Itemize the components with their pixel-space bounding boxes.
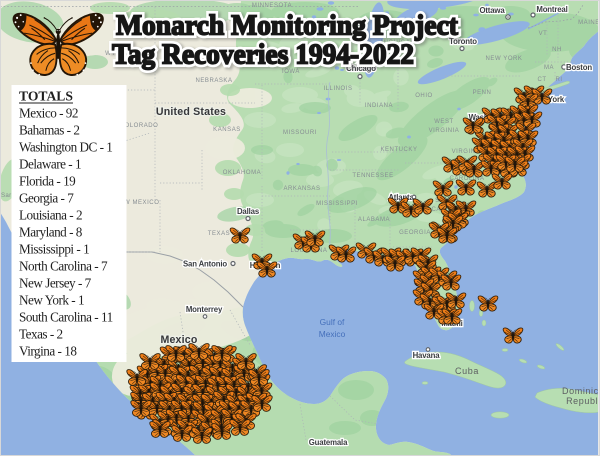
svg-text:Boston: Boston bbox=[566, 63, 592, 72]
svg-text:TOTALS: TOTALS bbox=[19, 89, 73, 104]
svg-text:Bahamas - 2: Bahamas - 2 bbox=[19, 122, 79, 137]
svg-text:Monarch Monitoring Project: Monarch Monitoring Project bbox=[118, 11, 460, 43]
svg-text:MINNESOTA: MINNESOTA bbox=[252, 3, 292, 9]
svg-text:Mexico - 92: Mexico - 92 bbox=[19, 105, 78, 120]
svg-text:KENTUCKY: KENTUCKY bbox=[380, 147, 417, 153]
svg-text:New York - 1: New York - 1 bbox=[19, 292, 84, 307]
svg-text:INDIANA: INDIANA bbox=[365, 103, 393, 109]
svg-text:TEXAS: TEXAS bbox=[208, 231, 230, 237]
svg-text:Monterrey: Monterrey bbox=[186, 305, 223, 314]
svg-text:Montreal: Montreal bbox=[536, 5, 567, 14]
svg-text:WEST: WEST bbox=[434, 119, 454, 125]
svg-text:Republic: Republic bbox=[566, 396, 600, 406]
svg-text:Ottawa: Ottawa bbox=[479, 6, 505, 15]
svg-text:Gulf of: Gulf of bbox=[320, 317, 345, 327]
svg-text:VIRGINIA: VIRGINIA bbox=[452, 149, 483, 155]
svg-text:Georgia - 7: Georgia - 7 bbox=[19, 190, 74, 205]
svg-text:York: York bbox=[548, 95, 565, 104]
svg-text:ILLINOIS: ILLINOIS bbox=[323, 86, 352, 92]
svg-text:North Carolina - 7: North Carolina - 7 bbox=[19, 258, 108, 273]
svg-text:CT: CT bbox=[537, 77, 546, 83]
svg-text:MISSISSIPPI: MISSISSIPPI bbox=[316, 201, 358, 207]
svg-text:COLORADO: COLORADO bbox=[120, 123, 159, 129]
svg-text:OHIO: OHIO bbox=[415, 93, 433, 99]
svg-text:MA: MA bbox=[544, 65, 554, 71]
svg-text:GEORGIA: GEORGIA bbox=[399, 230, 431, 236]
svg-text:Tag Recoveries 1994-2022: Tag Recoveries 1994-2022 bbox=[112, 39, 414, 71]
svg-text:Louisiana - 2: Louisiana - 2 bbox=[19, 207, 82, 222]
svg-text:Delaware - 1: Delaware - 1 bbox=[19, 156, 81, 171]
svg-text:NEW YORK: NEW YORK bbox=[486, 56, 523, 62]
svg-text:WYOMING: WYOMING bbox=[105, 51, 139, 57]
svg-text:MAINE: MAINE bbox=[578, 20, 600, 26]
svg-text:MICHIGAN: MICHIGAN bbox=[381, 40, 415, 46]
svg-text:Toronto: Toronto bbox=[449, 37, 477, 46]
svg-text:MISSOURI: MISSOURI bbox=[283, 130, 317, 136]
svg-text:Monarch Monitoring Project: Monarch Monitoring Project bbox=[116, 10, 458, 42]
svg-text:Dallas: Dallas bbox=[237, 207, 260, 216]
svg-text:ALABAMA: ALABAMA bbox=[358, 217, 390, 223]
svg-text:RI: RI bbox=[555, 77, 562, 83]
svg-text:CAROLINA: CAROLINA bbox=[431, 207, 466, 213]
svg-text:Cuba: Cuba bbox=[455, 366, 479, 376]
svg-text:Mississippi - 1: Mississippi - 1 bbox=[19, 241, 89, 256]
svg-text:Atlanta: Atlanta bbox=[388, 193, 414, 202]
svg-text:NEBRASKA: NEBRASKA bbox=[195, 78, 232, 84]
svg-text:Tag Recoveries 1994-2022: Tag Recoveries 1994-2022 bbox=[112, 39, 414, 71]
svg-text:Florida - 19: Florida - 19 bbox=[19, 173, 76, 188]
svg-text:IOWA: IOWA bbox=[282, 69, 300, 75]
svg-text:Tag Recoveries 1994-2022: Tag Recoveries 1994-2022 bbox=[114, 40, 416, 72]
svg-text:Texas - 2: Texas - 2 bbox=[19, 326, 63, 341]
svg-text:NEW MEXICO: NEW MEXICO bbox=[115, 200, 160, 206]
svg-text:Maryland - 8: Maryland - 8 bbox=[19, 224, 83, 239]
svg-text:Monarch Monitoring Project: Monarch Monitoring Project bbox=[116, 10, 458, 42]
svg-text:South Carolina - 11: South Carolina - 11 bbox=[19, 309, 113, 324]
svg-text:United States: United States bbox=[156, 106, 226, 118]
svg-text:New Jersey - 7: New Jersey - 7 bbox=[19, 275, 92, 290]
svg-text:VIRGINIA: VIRGINIA bbox=[429, 128, 460, 134]
svg-text:Mexico: Mexico bbox=[319, 329, 346, 339]
svg-text:ARKANSAS: ARKANSAS bbox=[283, 186, 320, 192]
svg-text:Havana: Havana bbox=[413, 351, 441, 360]
svg-text:KANSAS: KANSAS bbox=[213, 127, 241, 133]
svg-text:Sar: Sar bbox=[1, 192, 12, 199]
svg-text:Washington DC - 1: Washington DC - 1 bbox=[19, 139, 112, 154]
svg-text:PENN: PENN bbox=[473, 90, 492, 96]
svg-text:NH: NH bbox=[552, 47, 562, 53]
svg-text:Chicago: Chicago bbox=[346, 64, 376, 73]
svg-text:VT: VT bbox=[539, 31, 548, 37]
svg-text:Mexico: Mexico bbox=[160, 334, 197, 346]
svg-text:CAROLINA: CAROLINA bbox=[449, 176, 484, 182]
svg-text:San Antonio: San Antonio bbox=[183, 260, 227, 269]
svg-text:Guatemala: Guatemala bbox=[309, 438, 348, 447]
svg-text:Virgina - 18: Virgina - 18 bbox=[19, 343, 77, 358]
svg-text:Dominican: Dominican bbox=[562, 386, 600, 396]
svg-text:OKLAHOMA: OKLAHOMA bbox=[223, 170, 261, 176]
svg-text:TENNESSEE: TENNESSEE bbox=[352, 173, 393, 179]
